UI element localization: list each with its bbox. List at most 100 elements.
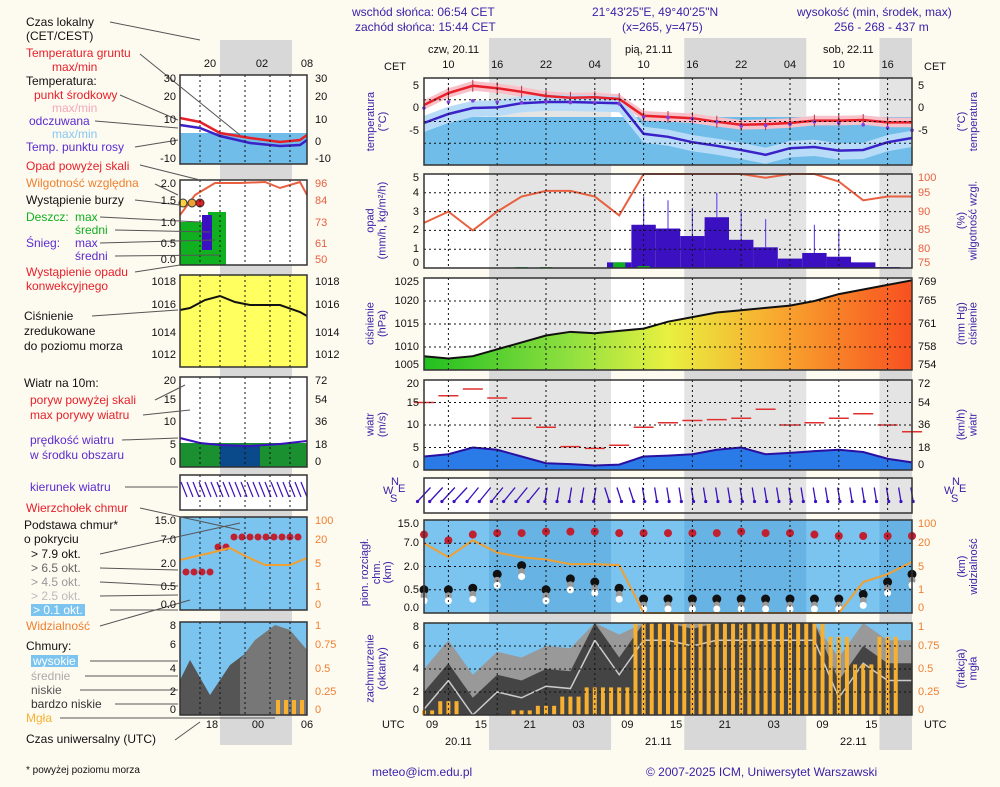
legend-snow-max: max <box>75 236 98 250</box>
legend-left-tick: 1012 <box>151 349 176 361</box>
ylabel-pressure: ciśnienie (hPa) <box>364 278 388 370</box>
legend-left-tick: 2 <box>169 685 176 698</box>
cloud-base-dot <box>443 585 453 595</box>
rlabel-cloud-line1: (km) <box>955 555 968 578</box>
legend-snow-area <box>202 215 212 250</box>
legend-panel-bg-cloud <box>180 517 307 610</box>
legend-wind-arrow <box>288 481 296 498</box>
legend-cet-tick: 02 <box>255 58 269 70</box>
snow-bar <box>704 217 729 268</box>
legend-fog: Mgła <box>26 711 53 725</box>
rain-bar <box>637 266 650 268</box>
legend-left-tick: 0 <box>169 704 176 716</box>
legend-pressure-sub2: do poziomu morza <box>24 339 123 353</box>
fog-bar <box>609 687 614 715</box>
cet-tick: 16 <box>881 59 894 71</box>
right-tick-cloud: 20 <box>918 537 931 550</box>
legend-left-tick: -10 <box>160 153 176 165</box>
wind-arrow-head <box>632 499 636 504</box>
cloud-base-dot-25 <box>762 605 770 613</box>
legend-dew-point: Temp. punktu rosy <box>26 140 125 154</box>
legend-rain-area-2 <box>208 212 226 265</box>
legend-cloud-top-dot <box>206 568 214 576</box>
compass-right-W: W <box>944 485 955 497</box>
legend-wind-speed: prędkość wiatru <box>30 433 115 447</box>
cet-tick: 10 <box>637 59 650 71</box>
dew-point-dot <box>861 123 865 127</box>
legend-fog-bar <box>284 700 288 715</box>
wind-arrow-head <box>643 499 647 504</box>
legend-wind-arrow <box>234 481 242 498</box>
ylabel-temp-line1: temperatura <box>364 91 377 151</box>
legend-cloud-top-dot <box>294 533 302 541</box>
cet-tick: 04 <box>783 59 797 71</box>
legend-left-tick: 4 <box>169 662 176 675</box>
dew-point-dot <box>568 100 573 105</box>
legend-right-tick: 72 <box>315 375 328 387</box>
right-tick-pressure: 758 <box>918 341 937 353</box>
wind-arrow-head <box>826 499 830 504</box>
fog-bar <box>731 623 736 715</box>
legend-right-tick: 18 <box>315 438 328 451</box>
rlabel-temp-line1: (°C) <box>955 111 968 131</box>
legend-feels-like: odczuwana <box>29 114 90 128</box>
legend-connector <box>139 53 241 136</box>
right-tick-cover: 0.5 <box>918 663 934 675</box>
ylabel-precip-line1: opad <box>364 208 377 233</box>
wind-arrow-head <box>887 499 891 504</box>
wind-arrow-head <box>477 499 481 504</box>
left-tick-cover: 2 <box>412 686 419 698</box>
fog-bar <box>853 664 858 715</box>
right-tick-precip: 90 <box>918 205 931 218</box>
legend-left-tick: 1.0 <box>160 216 176 229</box>
legend-wind-arrow <box>240 481 248 498</box>
legend-frame-cloud <box>179 516 308 611</box>
legend-ground-temp: Temperatura gruntu <box>26 46 131 60</box>
wind-arrow-head <box>704 499 708 504</box>
legend-wind-arrow <box>228 481 236 498</box>
compass-W: W <box>383 485 394 497</box>
fog-bar <box>511 710 516 715</box>
legend-cloud-top-dot <box>190 568 198 576</box>
footer-email[interactable]: meteo@icm.edu.pl <box>372 765 473 779</box>
rlabel-cover: (frakcja) mgła <box>955 623 979 715</box>
left-tick-pressure: 1025 <box>394 276 419 288</box>
cloud-top-dot <box>859 531 868 540</box>
legend-frame-temp <box>179 74 308 165</box>
right-tick-pressure: 765 <box>918 295 937 307</box>
legend-convective: Wystąpienie opadu <box>26 265 128 279</box>
legend-frame-wind <box>179 376 308 468</box>
left-tick-cover: 8 <box>412 621 419 633</box>
utc-tick: 15 <box>670 719 683 731</box>
legend-right-tick: 0.25 <box>315 685 337 698</box>
right-tick-pressure: 754 <box>918 359 937 371</box>
panel-night-precip <box>879 174 912 268</box>
cloud-base-dot <box>687 594 697 604</box>
pressure-area <box>424 280 912 370</box>
left-tick-cover: 4 <box>412 663 419 675</box>
legend-right-tick: 100 <box>315 515 334 527</box>
left-tick-precip: 3 <box>412 205 419 218</box>
left-tick-cloud: 2.0 <box>403 560 419 573</box>
legend-cloud-top-dot <box>238 533 246 541</box>
ylabel-wind-line1: wiatr <box>364 412 377 437</box>
wind-arrow <box>702 487 707 502</box>
legend-connector <box>99 216 201 223</box>
cloud-top-dot <box>712 529 721 538</box>
cloud-base-dot <box>468 583 478 593</box>
legend-wind-arrow <box>210 481 218 498</box>
wind-arrow-head <box>440 499 444 504</box>
legend-connector <box>109 21 201 41</box>
cloud-base-dot-65 <box>859 596 867 604</box>
wind-arrow <box>715 487 719 502</box>
utc-tick: 15 <box>865 719 878 731</box>
rlabel-cloud: (km) widzialność <box>955 520 979 613</box>
panel-frame-pressure <box>423 277 913 371</box>
legend-left-tick: 6 <box>169 639 176 652</box>
cet-label-right: CET <box>924 61 946 73</box>
left-tick-precip: 5 <box>412 172 419 184</box>
utc-tick: 09 <box>426 719 439 731</box>
utc-tick: 09 <box>816 719 829 731</box>
legend-left-tick: 0.5 <box>160 237 176 250</box>
fog-bar <box>568 696 573 715</box>
